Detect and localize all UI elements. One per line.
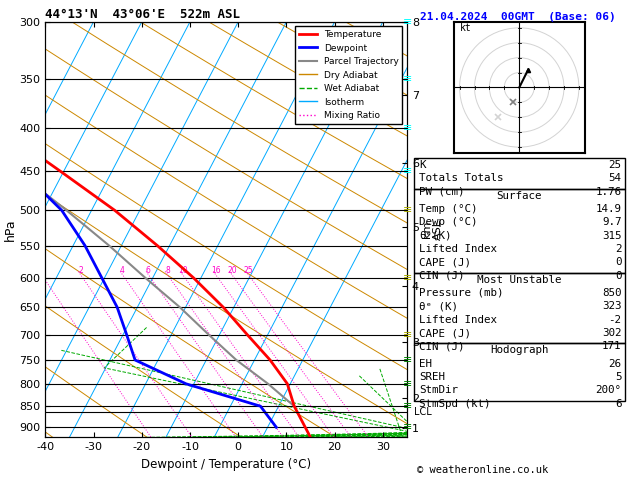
Text: 9.7: 9.7	[602, 217, 621, 227]
Text: SREH: SREH	[419, 372, 445, 382]
Text: Surface: Surface	[496, 191, 542, 201]
Text: Lifted Index: Lifted Index	[419, 315, 497, 325]
Text: 14.9: 14.9	[596, 204, 621, 214]
Text: Most Unstable: Most Unstable	[477, 275, 562, 285]
Text: 26: 26	[608, 359, 621, 369]
Text: -2: -2	[608, 315, 621, 325]
Text: 200°: 200°	[596, 385, 621, 396]
Text: θᵉ(K): θᵉ(K)	[419, 230, 452, 241]
Text: EH: EH	[419, 359, 432, 369]
Text: ≡: ≡	[403, 167, 412, 176]
Text: Lifted Index: Lifted Index	[419, 244, 497, 254]
Text: Hodograph: Hodograph	[490, 345, 548, 355]
Text: 5: 5	[615, 372, 621, 382]
Text: 302: 302	[602, 328, 621, 338]
Text: 4: 4	[120, 265, 125, 275]
X-axis label: Dewpoint / Temperature (°C): Dewpoint / Temperature (°C)	[141, 458, 311, 471]
Text: ≡: ≡	[403, 379, 412, 389]
Text: K: K	[419, 160, 425, 170]
Text: 8: 8	[165, 265, 170, 275]
Text: ≡: ≡	[403, 355, 412, 365]
Text: Totals Totals: Totals Totals	[419, 173, 503, 183]
Text: LCL: LCL	[414, 407, 432, 417]
Text: 0: 0	[615, 271, 621, 281]
Legend: Temperature, Dewpoint, Parcel Trajectory, Dry Adiabat, Wet Adiabat, Isotherm, Mi: Temperature, Dewpoint, Parcel Trajectory…	[295, 26, 403, 124]
Text: 0: 0	[615, 257, 621, 267]
Text: 323: 323	[602, 301, 621, 312]
Text: Temp (°C): Temp (°C)	[419, 204, 477, 214]
Text: ≡: ≡	[403, 206, 412, 215]
Y-axis label: hPa: hPa	[4, 218, 16, 241]
Text: 25: 25	[243, 265, 253, 275]
Text: CAPE (J): CAPE (J)	[419, 328, 471, 338]
Y-axis label: km
ASL: km ASL	[421, 219, 443, 240]
Text: 6: 6	[146, 265, 151, 275]
Text: ≡: ≡	[403, 422, 412, 432]
Text: ≡: ≡	[403, 401, 412, 411]
Text: 25: 25	[608, 160, 621, 170]
Text: ≡: ≡	[403, 123, 412, 133]
Text: kt: kt	[460, 23, 471, 33]
Text: © weatheronline.co.uk: © weatheronline.co.uk	[417, 465, 548, 475]
Text: 2: 2	[615, 244, 621, 254]
Text: StmDir: StmDir	[419, 385, 458, 396]
Text: ≡: ≡	[403, 273, 412, 283]
Text: Dewp (°C): Dewp (°C)	[419, 217, 477, 227]
Text: 10: 10	[178, 265, 187, 275]
Text: StmSpd (kt): StmSpd (kt)	[419, 399, 491, 409]
Text: ≡: ≡	[403, 74, 412, 84]
Text: Pressure (mb): Pressure (mb)	[419, 288, 503, 298]
Text: CIN (J): CIN (J)	[419, 341, 464, 351]
Text: ≡: ≡	[403, 330, 412, 340]
Text: 2: 2	[78, 265, 83, 275]
Text: 171: 171	[602, 341, 621, 351]
Text: ≡: ≡	[403, 17, 412, 27]
Text: 20: 20	[227, 265, 237, 275]
Text: θᵉ (K): θᵉ (K)	[419, 301, 458, 312]
Text: CIN (J): CIN (J)	[419, 271, 464, 281]
Text: 6: 6	[615, 399, 621, 409]
Text: 44°13'N  43°06'E  522m ASL: 44°13'N 43°06'E 522m ASL	[45, 8, 240, 21]
Text: CAPE (J): CAPE (J)	[419, 257, 471, 267]
Text: 16: 16	[211, 265, 220, 275]
Text: 1.76: 1.76	[596, 187, 621, 197]
Text: 54: 54	[608, 173, 621, 183]
Text: PW (cm): PW (cm)	[419, 187, 464, 197]
Text: 21.04.2024  00GMT  (Base: 06): 21.04.2024 00GMT (Base: 06)	[420, 12, 616, 22]
Text: 315: 315	[602, 230, 621, 241]
Text: 850: 850	[602, 288, 621, 298]
